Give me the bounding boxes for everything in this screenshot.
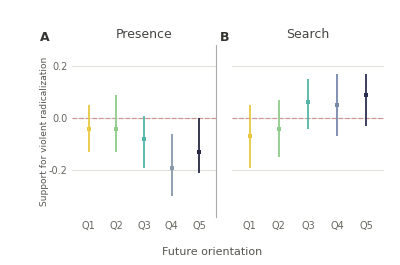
Y-axis label: Support for violent radicalization: Support for violent radicalization	[40, 56, 49, 206]
Text: Future orientation: Future orientation	[162, 247, 262, 257]
Text: B: B	[220, 31, 229, 44]
Title: Search: Search	[286, 28, 330, 41]
Title: Presence: Presence	[116, 28, 172, 41]
Text: A: A	[40, 31, 50, 44]
